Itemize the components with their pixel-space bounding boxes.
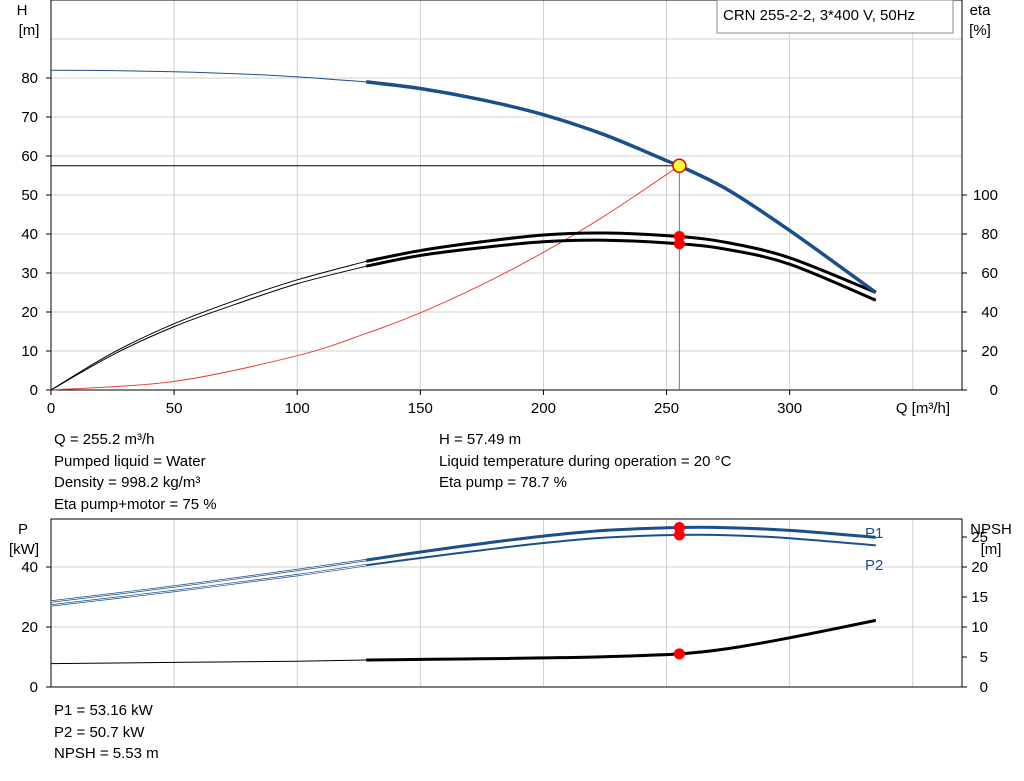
right-tick-label: 40 (981, 304, 998, 321)
left-tick-label: 70 (21, 109, 38, 126)
npsh-tick-label: 10 (971, 619, 988, 636)
power-axis-unit: [kW] (9, 541, 39, 558)
right-tick-label: 0 (990, 382, 998, 399)
npsh-tick-label: 25 (971, 529, 988, 546)
eta_total-curve (365, 238, 877, 302)
x-tick-label: 100 (285, 400, 310, 417)
top-series (50, 69, 877, 391)
npsh-tick-label: 0 (980, 679, 988, 696)
p2-curve (366, 533, 876, 567)
power-axis-label: P (18, 521, 28, 538)
x-axis-label: Q [m³/h] (896, 400, 950, 417)
top-grid (51, 0, 962, 390)
top-info-col2: H = 57.49 m Liquid temperature during op… (439, 429, 731, 494)
eta-pump-marker (673, 231, 685, 243)
npsh-curve (366, 618, 877, 662)
left-tick-label: 10 (21, 343, 38, 360)
bottom-info: P1 = 53.16 kW P2 = 50.7 kW NPSH = 5.53 m (54, 700, 159, 765)
npsh-tick-label: 20 (971, 559, 988, 576)
eta_total-curve-thin (50, 265, 367, 391)
info-eta-pump: Eta pump = 78.7 % (439, 474, 567, 491)
top-right-ticks: 0 20 40 60 80 100 (962, 187, 998, 399)
bottom-right-ticks: 0 5 10 15 20 25 (962, 529, 988, 696)
left-tick-label: 50 (21, 187, 38, 204)
left-tick-label: 0 (30, 382, 38, 399)
left-axis-unit: [m] (19, 22, 40, 39)
info-flow: Q = 255.2 m³/h (54, 431, 155, 448)
top-x-ticks: 0 50 100 150 200 250 300 (47, 390, 802, 417)
x-tick-label: 300 (777, 400, 802, 417)
bottom-markers (673, 522, 685, 660)
left-tick-label: 40 (21, 226, 38, 243)
info-npsh: NPSH = 5.53 m (54, 745, 159, 762)
npsh-marker (673, 648, 685, 660)
top-left-ticks: 0 10 20 30 40 50 60 70 80 (21, 70, 51, 399)
right-axis-label: eta (970, 2, 992, 19)
right-tick-label: 100 (973, 187, 998, 204)
power-tick-label: 20 (21, 619, 38, 636)
x-tick-label: 150 (408, 400, 433, 417)
left-tick-label: 20 (21, 304, 38, 321)
left-tick-label: 80 (21, 70, 38, 87)
right-tick-label: 60 (981, 265, 998, 282)
npsh-curve-thin (50, 659, 367, 665)
duty-point-marker (672, 158, 687, 174)
info-liquid: Pumped liquid = Water (54, 452, 206, 470)
info-p1: P1 = 53.16 kW (54, 702, 153, 719)
top-markers (672, 158, 687, 250)
power-tick-label: 0 (30, 679, 38, 696)
left-tick-label: 30 (21, 265, 38, 282)
right-tick-label: 20 (981, 343, 998, 360)
p1-curve-thin-core (50, 559, 367, 602)
npsh-tick-label: 15 (971, 589, 988, 606)
info-density: Density = 998.2 kg/m³ (54, 474, 201, 491)
p2-curve-thin-core (50, 564, 367, 606)
info-p2: P2 = 50.7 kW (54, 723, 145, 741)
p2-curve-thin-outline (50, 564, 367, 607)
info-temperature: Liquid temperature during operation = 20… (439, 452, 732, 470)
x-tick-label: 50 (166, 400, 183, 417)
right-axis-unit: [%] (969, 22, 991, 39)
system-curve (50, 165, 680, 391)
head-curve-thin (50, 69, 367, 83)
p1-curve (365, 525, 876, 562)
bottom-left-ticks: 0 20 40 (21, 559, 51, 696)
x-tick-label: 250 (654, 400, 679, 417)
power-tick-label: 40 (21, 559, 38, 576)
title-box-text: CRN 255-2-2, 3*400 V, 50Hz (723, 7, 915, 24)
eta_pump-curve-thin (50, 260, 367, 391)
left-tick-label: 60 (21, 148, 38, 165)
info-eta-total: Eta pump+motor = 75 % (54, 495, 217, 513)
top-info-col1: Q = 255.2 m³/h Pumped liquid = Water Den… (54, 429, 217, 515)
p1-curve-label: P1 (865, 525, 883, 542)
bottom-series (50, 525, 877, 665)
p2-curve-label: P2 (865, 557, 883, 574)
title-box (716, 0, 954, 34)
left-axis-label: H (17, 2, 28, 19)
info-head: H = 57.49 m (439, 431, 522, 448)
eta_pump-curve (365, 231, 877, 294)
p2-marker (673, 529, 685, 541)
head-curve (365, 80, 877, 294)
npsh-axis-label: NPSH (970, 521, 1012, 538)
npsh-axis-unit: [m] (981, 541, 1002, 558)
x-tick-label: 0 (47, 400, 55, 417)
p1-curve-thin-outline (50, 559, 367, 603)
x-tick-label: 200 (531, 400, 556, 417)
npsh-tick-label: 5 (980, 649, 988, 666)
right-tick-label: 80 (981, 226, 998, 243)
bottom-plot-frame (50, 518, 963, 688)
